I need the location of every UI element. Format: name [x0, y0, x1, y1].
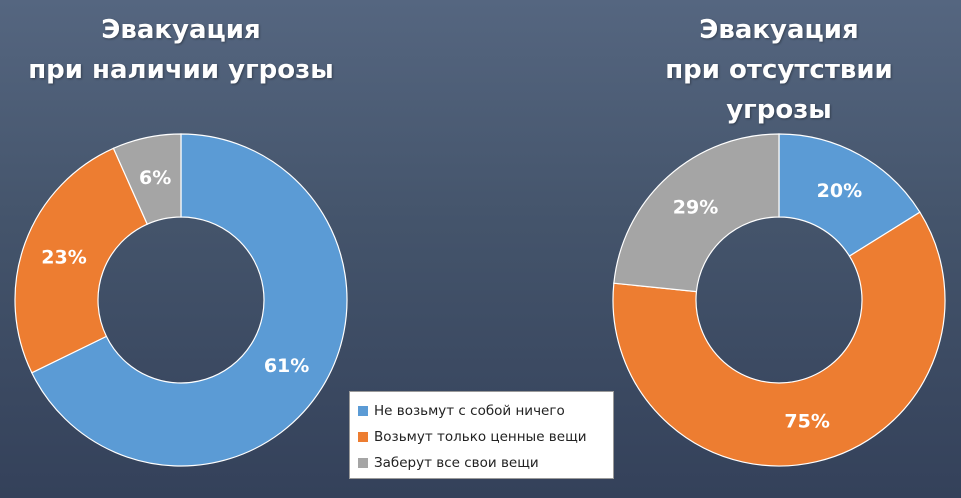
- donut-2-label-valuables: 75%: [784, 410, 829, 432]
- chart-title-left-line-2: при наличии угрозы: [28, 55, 334, 85]
- donut-2-label-everything: 29%: [673, 197, 718, 219]
- donut-2-slice-valuables: [612, 211, 946, 467]
- donut-1-label-valuables: 23%: [41, 246, 86, 268]
- chart-title-left-line-1: Эвакуация: [101, 15, 261, 45]
- chart-title-right-line-1: Эвакуация: [699, 15, 859, 45]
- donut-1-label-nothing: 61%: [264, 355, 309, 377]
- chart-legend: Не возьмут с собой ничего Возьмут только…: [349, 391, 614, 479]
- legend-swatch-gray: [358, 458, 368, 468]
- donut-1-slice-nothing: [30, 133, 348, 467]
- chart-title-right-line-2: при отсутствии угрозы: [665, 55, 893, 125]
- legend-label-nothing: Не возьмут с собой ничего: [374, 403, 565, 419]
- donut-1-label-everything: 6%: [139, 167, 171, 189]
- legend-label-everything: Заберут все свои вещи: [374, 455, 539, 471]
- chart-title-right: Эвакуация при отсутствии угрозы: [609, 10, 949, 130]
- chart-title-left: Эвакуация при наличии угрозы: [11, 10, 351, 90]
- legend-item-nothing: Не возьмут с собой ничего: [358, 398, 613, 424]
- legend-swatch-orange: [358, 432, 368, 442]
- legend-swatch-blue: [358, 406, 368, 416]
- legend-item-everything: Заберут все свои вещи: [358, 450, 613, 476]
- legend-item-valuables: Возьмут только ценные вещи: [358, 424, 613, 450]
- donut-1-slice-everything: [112, 133, 182, 225]
- donut-2-slice-everything: [613, 133, 780, 293]
- legend-label-valuables: Возьмут только ценные вещи: [374, 429, 587, 445]
- donut-1-slice-valuables: [14, 147, 149, 374]
- donut-2-label-nothing: 20%: [817, 180, 862, 202]
